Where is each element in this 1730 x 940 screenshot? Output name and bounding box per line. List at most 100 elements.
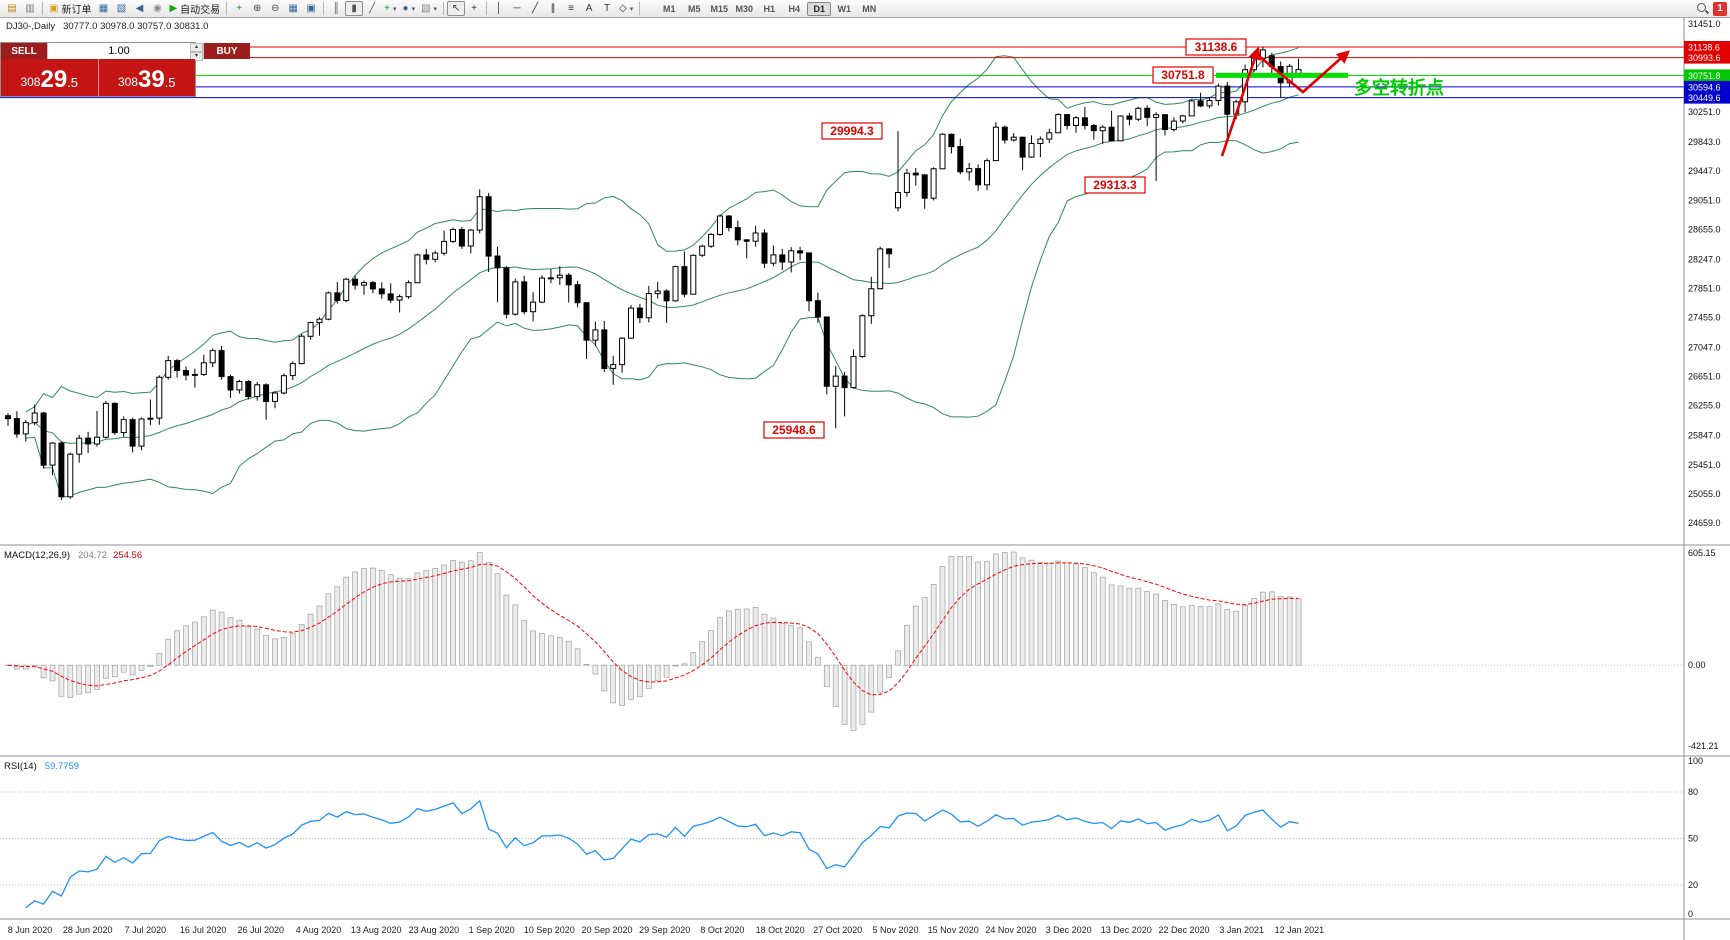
data-window-icon: ▧: [116, 2, 127, 14]
svg-text:26651.0: 26651.0: [1688, 372, 1721, 382]
vertical-line-tool-button[interactable]: │: [490, 1, 508, 16]
alerts-icon: ◀: [135, 2, 144, 14]
cursor-tool-button[interactable]: ↖: [447, 1, 466, 16]
svg-text:29447.0: 29447.0: [1688, 166, 1721, 176]
label-tool-icon: T: [603, 2, 611, 14]
timeframe-M30[interactable]: M30: [735, 3, 754, 14]
svg-text:18 Oct 2020: 18 Oct 2020: [756, 925, 805, 935]
new-chart-button[interactable]: ▤: [3, 1, 21, 16]
vertical-line-tool-icon: │: [495, 2, 503, 14]
up-arrow-icon: ▴: [194, 44, 198, 50]
candlestick-mode-button[interactable]: ▮: [345, 1, 364, 16]
svg-text:25847.0: 25847.0: [1688, 431, 1721, 441]
bid-price[interactable]: 308 29.5: [1, 59, 98, 96]
svg-text:30449.6: 30449.6: [1688, 93, 1721, 103]
notification-badge[interactable]: 1: [1713, 1, 1727, 16]
text-tool-button[interactable]: A: [580, 1, 598, 16]
search-icon[interactable]: [1696, 2, 1709, 15]
ask-price[interactable]: 308 39.5: [97, 59, 195, 96]
down-arrow-icon: ▾: [194, 53, 198, 59]
periods-menu-button[interactable]: ● ▾: [400, 1, 419, 16]
svg-text:1 Sep 2020: 1 Sep 2020: [469, 925, 515, 935]
data-window-button[interactable]: ▧: [112, 1, 130, 16]
svg-text:24659.0: 24659.0: [1688, 518, 1721, 528]
svg-text:80: 80: [1688, 787, 1698, 797]
sell-button[interactable]: SELL: [1, 43, 47, 59]
chart-ohlc: 30777.0 30978.0 30757.0 30831.0: [63, 21, 208, 32]
rsi-name: RSI(14): [4, 761, 37, 772]
templates-menu-button[interactable]: ▧ ▾: [418, 1, 440, 16]
horizontal-line-tool-button[interactable]: ─: [508, 1, 526, 16]
timeframe-M1[interactable]: M1: [663, 3, 676, 14]
periods-menu-caret-icon: ▾: [411, 5, 416, 13]
timeframe-M5[interactable]: M5: [688, 3, 701, 14]
svg-text:27851.0: 27851.0: [1688, 284, 1721, 294]
volume-stepper: ▴ ▾: [190, 43, 203, 61]
svg-text:28247.0: 28247.0: [1688, 254, 1721, 264]
market-watch-button[interactable]: ▦: [94, 1, 112, 16]
svg-text:4 Aug 2020: 4 Aug 2020: [296, 925, 342, 935]
new-order-button[interactable]: ▣ 新订单: [46, 1, 94, 16]
buy-button[interactable]: BUY: [204, 43, 250, 59]
svg-text:50: 50: [1688, 834, 1698, 844]
shapes-menu-icon: ◇: [619, 2, 627, 14]
profiles-button[interactable]: ▥: [21, 1, 39, 16]
label-tool-button[interactable]: T: [598, 1, 616, 16]
timeframe-group: M1 M5 M15 M30 H1 H4 D1 W1 MN: [657, 1, 881, 16]
toolbar-separator: [486, 2, 488, 15]
svg-text:31138.6: 31138.6: [1688, 43, 1720, 53]
svg-text:30251.0: 30251.0: [1688, 107, 1721, 117]
svg-text:12 Jan 2021: 12 Jan 2021: [1275, 925, 1325, 935]
fibonacci-tool-icon: ≡: [568, 2, 574, 14]
autotrading-label: 自动交易: [180, 5, 221, 16]
volume-input[interactable]: [48, 43, 190, 59]
timeframe-MN[interactable]: MN: [862, 3, 877, 14]
autotrading-icon: ▶: [169, 2, 178, 14]
alerts-button[interactable]: ◀: [130, 1, 148, 16]
timeframe-M15[interactable]: M15: [710, 3, 729, 14]
tile-windows-icon: ▦: [288, 2, 298, 14]
toolbar-separator: [226, 2, 228, 15]
svg-text:13 Dec 2020: 13 Dec 2020: [1101, 925, 1152, 935]
profiles-icon: ▥: [25, 2, 35, 14]
channel-tool-button[interactable]: ∥: [544, 1, 562, 16]
text-tool-icon: A: [585, 2, 593, 14]
bar-chart-mode-button[interactable]: ║: [327, 1, 345, 16]
price-axis[interactable]: 31451.0 30251.0 29843.0 29447.0 29051.0 28655…: [0, 18, 1730, 940]
svg-text:多空转折点: 多空转折点: [1354, 77, 1444, 98]
autotrading-button[interactable]: ▶ 自动交易: [166, 1, 223, 16]
new-chart-icon: ▤: [7, 2, 17, 14]
volume-increase-button[interactable]: ▴: [190, 43, 203, 52]
line-chart-mode-button[interactable]: ╱: [363, 1, 381, 16]
macd-value: 204.72: [78, 550, 107, 561]
svg-text:28 Jun 2020: 28 Jun 2020: [63, 925, 113, 935]
svg-text:29051.0: 29051.0: [1688, 195, 1721, 205]
crosshair-tool-button[interactable]: +: [465, 1, 483, 16]
add-indicator-button[interactable]: +: [230, 1, 248, 16]
zoom-out-button[interactable]: ⊖: [266, 1, 284, 16]
horizontal-level-lines[interactable]: [0, 46, 1684, 99]
timeframe-H1[interactable]: H1: [763, 3, 776, 14]
indicators-menu-button[interactable]: + ▾: [381, 1, 399, 16]
trade-panel-quotes: 308 29.5 308 39.5: [1, 59, 195, 96]
new-window-button[interactable]: ▣: [302, 1, 320, 16]
channel-tool-icon: ∥: [550, 2, 556, 14]
trendline-tool-button[interactable]: ╱: [526, 1, 544, 16]
rsi-indicator: [0, 791, 1684, 909]
macd-label: MACD(12,26,9) 204.72 254.56: [4, 550, 142, 561]
date-axis[interactable]: 8 Jun 2020 28 Jun 2020 7 Jul 2020 16 Jul 20…: [8, 925, 1324, 935]
zoom-in-button[interactable]: ⊕: [248, 1, 266, 16]
new-order-icon: ▣: [49, 2, 59, 14]
chart-canvas[interactable]: 31451.0 30251.0 29843.0 29447.0 29051.0 28655…: [0, 18, 1730, 940]
svg-text:7 Jul 2020: 7 Jul 2020: [125, 925, 167, 935]
svg-text:3 Dec 2020: 3 Dec 2020: [1046, 925, 1092, 935]
svg-text:0: 0: [1688, 909, 1693, 919]
tile-windows-button[interactable]: ▦: [284, 1, 302, 16]
shapes-menu-button[interactable]: ◇ ▾: [616, 1, 636, 16]
strategy-tester-button[interactable]: ◉: [148, 1, 166, 16]
timeframe-W1[interactable]: W1: [837, 3, 852, 14]
fibonacci-tool-button[interactable]: ≡: [562, 1, 580, 16]
volume-decrease-button[interactable]: ▾: [190, 52, 203, 61]
timeframe-D1[interactable]: D1: [807, 1, 832, 16]
timeframe-H4[interactable]: H4: [788, 3, 801, 14]
